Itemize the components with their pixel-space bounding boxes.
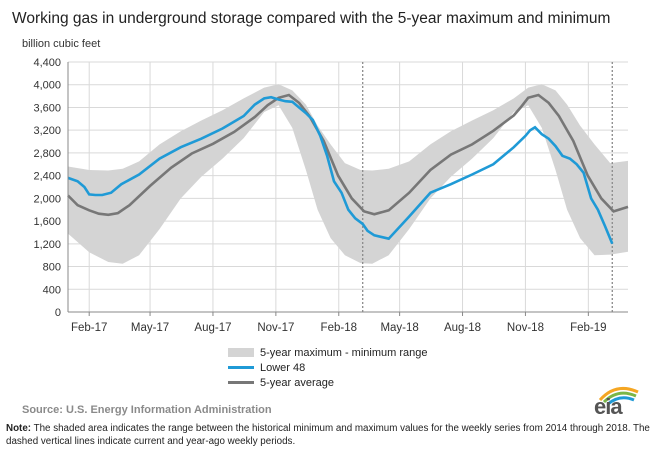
y-tick-label-2000: 2,000: [33, 193, 61, 205]
legend-swatch-range: [228, 348, 254, 357]
x-tick-label-Feb-17: Feb-17: [71, 322, 107, 334]
series-line-lower-48: [67, 95, 614, 245]
dashed-period-lines: [362, 62, 613, 312]
y-tick-label-800: 800: [43, 262, 61, 274]
x-tick-label-Feb-18: Feb-18: [321, 322, 357, 334]
y-axis-unit-label: billion cubic feet: [22, 38, 101, 50]
chart-title: Working gas in underground storage compa…: [12, 10, 611, 27]
storage-chart: 0 400 800 1,200 1,600 2,000 2,400 2,800 3,200 3,6…: [33, 57, 629, 334]
legend-label-lower-48: Lower 48: [260, 361, 306, 374]
note-label: Note:: [6, 423, 32, 434]
x-tick-label-Aug-17: Aug-17: [194, 322, 231, 334]
legend: 5-year maximum - minimum range Lower 48 …: [228, 345, 427, 390]
x-tick-label-Feb-19: Feb-19: [570, 322, 606, 334]
eia-logo: eia: [594, 380, 644, 420]
y-tick-label-1600: 1,600: [33, 216, 61, 228]
x-tick-label-Aug-18: Aug-18: [444, 322, 481, 334]
legend-swatch-average: [228, 381, 254, 384]
y-tick-label-4400: 4,400: [33, 57, 61, 69]
source-line: Source: U.S. Energy Information Administ…: [22, 404, 272, 416]
axes: [67, 62, 628, 313]
footnote: Note: The shaded area indicates the rang…: [6, 422, 658, 448]
five-year-range-band: [68, 84, 628, 264]
legend-item-lower-48: Lower 48: [228, 360, 427, 375]
legend-swatch-lower-48: [228, 366, 254, 369]
legend-item-average: 5-year average: [228, 375, 427, 390]
legend-label-average: 5-year average: [260, 376, 334, 389]
eia-logo-swoosh-icon: [598, 386, 639, 406]
x-tick-labels: Feb-17 May-17 Aug-17 Nov-17 Feb-18 May-18 Aug-…: [71, 322, 607, 334]
y-tick-label-2400: 2,400: [33, 171, 61, 183]
series-line-five-year-average: [67, 93, 629, 217]
y-tick-label-3200: 3,200: [33, 125, 61, 137]
y-tick-label-3600: 3,600: [33, 102, 61, 114]
note-text: The shaded area indicates the range betw…: [6, 423, 650, 447]
y-tick-label-4000: 4,000: [33, 80, 61, 92]
x-tick-label-Nov-17: Nov-17: [257, 322, 294, 334]
legend-item-range: 5-year maximum - minimum range: [228, 345, 427, 360]
eia-logo-text: eia: [594, 394, 623, 419]
x-tick-label-May-18: May-18: [380, 322, 418, 334]
y-tick-labels: 0 400 800 1,200 1,600 2,000 2,400 2,800 3,200 3,6…: [33, 57, 61, 319]
x-tick-label-May-17: May-17: [131, 322, 169, 334]
y-tick-label-0: 0: [55, 307, 61, 319]
y-tick-label-2800: 2,800: [33, 148, 61, 160]
y-tick-label-400: 400: [43, 284, 61, 296]
x-tick-label-Nov-18: Nov-18: [507, 322, 544, 334]
legend-label-range: 5-year maximum - minimum range: [260, 346, 428, 359]
y-tick-label-1200: 1,200: [33, 239, 61, 251]
grid-lines: [68, 61, 628, 316]
